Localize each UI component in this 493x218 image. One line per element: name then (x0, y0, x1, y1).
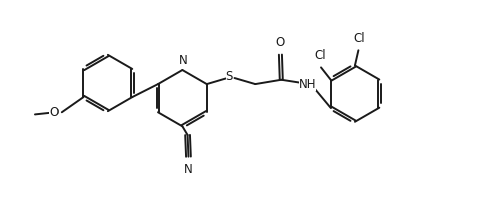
Text: Cl: Cl (314, 49, 325, 62)
Text: S: S (226, 70, 233, 83)
Text: Cl: Cl (314, 49, 325, 62)
Text: NH: NH (299, 78, 316, 91)
Text: O: O (49, 106, 58, 119)
Text: S: S (226, 70, 233, 83)
Text: NH: NH (299, 78, 316, 91)
Text: Cl: Cl (353, 32, 365, 45)
Text: O: O (276, 36, 285, 49)
Text: N: N (179, 54, 188, 67)
Text: N: N (184, 163, 193, 176)
Text: O: O (49, 106, 58, 119)
Text: N: N (179, 55, 188, 68)
Text: O: O (276, 36, 285, 49)
Text: N: N (184, 163, 193, 176)
Text: Cl: Cl (353, 32, 365, 45)
